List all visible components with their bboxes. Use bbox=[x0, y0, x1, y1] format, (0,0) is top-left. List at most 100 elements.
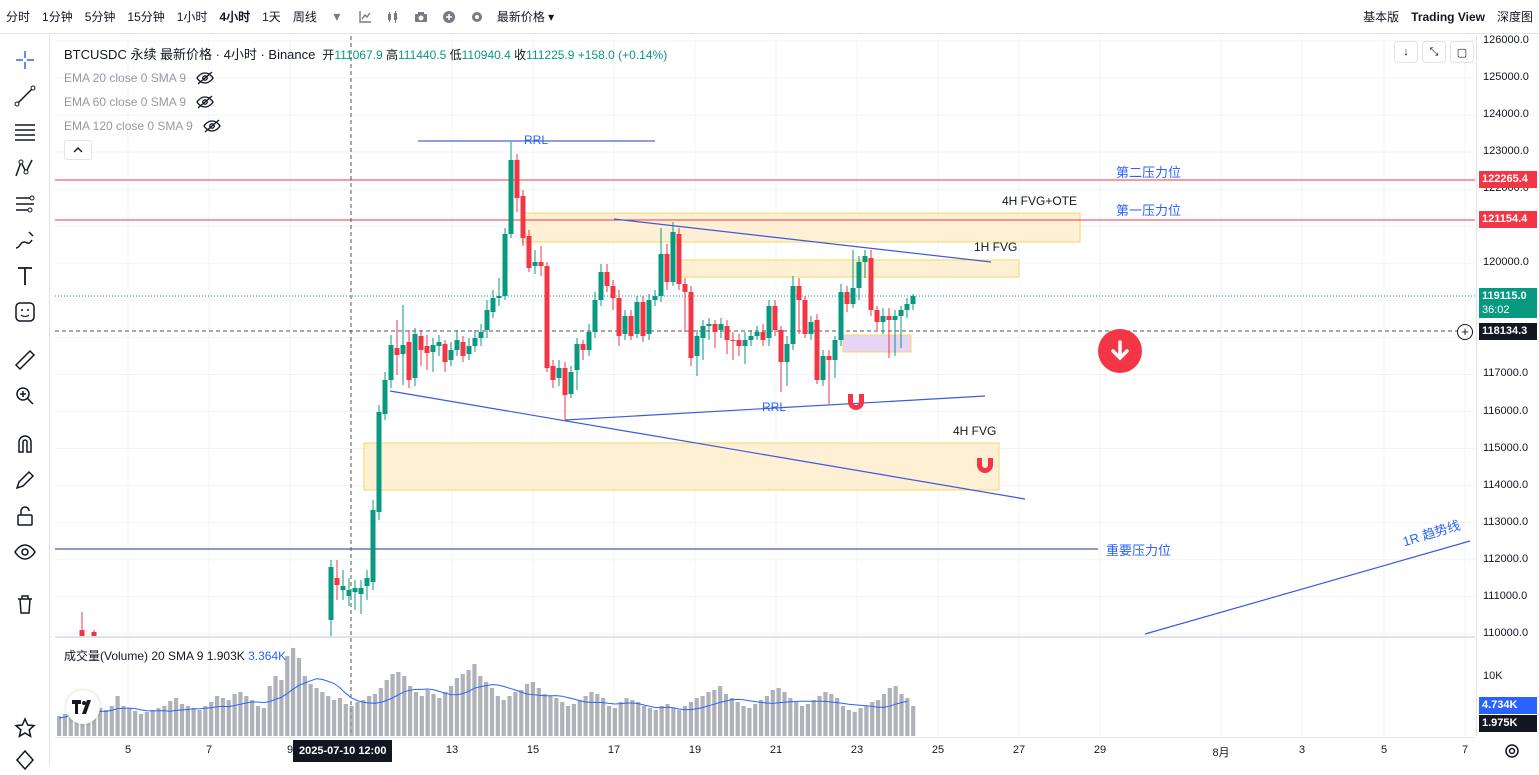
candle-body bbox=[334, 578, 340, 585]
fvg-1h-zone[interactable] bbox=[676, 259, 1020, 278]
fvg-4h-zone[interactable] bbox=[363, 442, 1000, 491]
candle-body bbox=[904, 304, 910, 310]
eye-off-icon[interactable] bbox=[196, 71, 214, 85]
crosshair-icon[interactable] bbox=[8, 45, 42, 75]
indicator-ema20[interactable]: EMA 20 close 0 SMA 9 bbox=[64, 71, 214, 85]
interval-5m[interactable]: 5分钟 bbox=[84, 9, 116, 24]
trendline-1r[interactable] bbox=[1144, 540, 1471, 635]
volume-bar bbox=[852, 712, 857, 736]
diamond-icon[interactable] bbox=[8, 745, 42, 775]
volume-legend-label[interactable]: 成交量(Volume) 20 SMA 9 bbox=[64, 649, 204, 663]
trash-icon[interactable] bbox=[8, 589, 42, 619]
magnet-icon[interactable] bbox=[848, 394, 864, 410]
price-axis[interactable]: 126000.0 125000.0 124000.0 123000.0 122000.0… bbox=[1476, 34, 1539, 736]
interval-4h[interactable]: 4小时 bbox=[219, 9, 251, 24]
fvg-ote-zone[interactable] bbox=[521, 212, 1081, 243]
pattern-icon[interactable] bbox=[8, 153, 42, 183]
collapse-legend-button[interactable] bbox=[64, 140, 92, 160]
brush-icon[interactable] bbox=[8, 225, 42, 255]
time-axis[interactable]: 5 7 9 13 15 17 19 21 23 25 27 29 8月 3 5 7 2025-07-10 12… bbox=[55, 737, 1519, 766]
candles-icon[interactable] bbox=[379, 0, 407, 34]
volume-bar bbox=[466, 670, 471, 736]
mode-depth[interactable]: 深度图 bbox=[1496, 10, 1533, 24]
interval-1w[interactable]: 周线 bbox=[292, 9, 317, 24]
candle-body bbox=[820, 356, 826, 380]
add-icon[interactable] bbox=[435, 0, 463, 34]
rrl-bottom-line[interactable] bbox=[564, 395, 986, 421]
volume-bar bbox=[513, 692, 518, 736]
price-axis-tick: 111000.0 bbox=[1483, 589, 1528, 602]
candle-body bbox=[472, 338, 478, 346]
candle-body bbox=[634, 302, 640, 334]
eye-off-icon[interactable] bbox=[202, 119, 221, 133]
price-type-select[interactable]: 最新价格 ▾ bbox=[496, 9, 555, 24]
ruler-icon[interactable] bbox=[8, 345, 42, 375]
candle-body bbox=[892, 316, 898, 320]
price-axis-tick: 126000.0 bbox=[1483, 34, 1529, 46]
candle-body bbox=[640, 302, 646, 336]
chevron-down-icon[interactable]: ▾ bbox=[333, 8, 341, 24]
indicators-icon[interactable] bbox=[351, 0, 379, 34]
indicator-ema120[interactable]: EMA 120 close 0 SMA 9 bbox=[64, 119, 221, 133]
price-chart[interactable] bbox=[55, 36, 1475, 736]
descending-trendline-top[interactable] bbox=[613, 218, 992, 263]
candle-body bbox=[538, 262, 544, 266]
volume-bar bbox=[57, 716, 62, 736]
volume-bar bbox=[150, 710, 155, 736]
candle-body bbox=[352, 588, 358, 592]
fullscreen-icon[interactable]: ▢ bbox=[1450, 41, 1474, 63]
trendline-icon[interactable] bbox=[8, 81, 42, 111]
volume-bar bbox=[460, 674, 465, 736]
magnet-icon[interactable] bbox=[977, 458, 993, 473]
indicator-ema60[interactable]: EMA 60 close 0 SMA 9 bbox=[64, 95, 214, 109]
eye-off-icon[interactable] bbox=[196, 95, 214, 109]
volume-label-sma: 4.734K bbox=[1479, 697, 1537, 714]
mode-tradingview[interactable]: Trading View bbox=[1411, 10, 1485, 24]
interval-1m[interactable]: 1分钟 bbox=[42, 9, 73, 24]
interval-15m[interactable]: 15分钟 bbox=[127, 9, 165, 24]
volume-bar bbox=[372, 694, 378, 736]
price-axis-tick: 117000.0 bbox=[1483, 367, 1529, 380]
tradingview-logo[interactable] bbox=[66, 690, 100, 724]
price-axis-tick: 114000.0 bbox=[1483, 478, 1529, 491]
symbol-title[interactable]: BTCUSDC 永续 最新价格 · 4小时 · Binance bbox=[64, 47, 316, 62]
zoom-icon[interactable] bbox=[8, 381, 42, 411]
price-type-label: 最新价格 bbox=[496, 9, 545, 24]
collapse-icon[interactable]: ⤡ bbox=[1422, 41, 1446, 63]
forecast-icon[interactable] bbox=[8, 189, 42, 219]
indicator-label: EMA 20 close 0 SMA 9 bbox=[64, 71, 187, 85]
gear-icon[interactable] bbox=[463, 0, 491, 34]
volume-bar bbox=[606, 706, 612, 736]
volume-bar bbox=[881, 694, 887, 736]
interval-tick[interactable]: 分时 bbox=[6, 9, 31, 24]
volume-bar bbox=[349, 706, 354, 736]
volume-bars bbox=[57, 648, 916, 736]
tv-logo-icon bbox=[72, 700, 91, 714]
candle-body bbox=[664, 254, 670, 282]
magnet-icon[interactable] bbox=[8, 429, 42, 459]
volume-bar bbox=[887, 688, 892, 736]
interval-1h[interactable]: 1小时 bbox=[176, 9, 208, 24]
time-axis-tick: 19 bbox=[688, 744, 702, 756]
arrow-down-icon[interactable]: ↓ bbox=[1394, 41, 1418, 63]
rrl-top-label: RRL bbox=[524, 133, 549, 147]
camera-icon[interactable] bbox=[407, 0, 435, 34]
settings-gear-icon[interactable] bbox=[1503, 742, 1521, 760]
star-icon[interactable] bbox=[8, 713, 42, 743]
candle-body bbox=[358, 588, 364, 594]
pencil-lock-icon[interactable] bbox=[8, 465, 42, 495]
mode-basic[interactable]: 基本版 bbox=[1363, 10, 1400, 24]
candle-body bbox=[772, 306, 778, 330]
crosshair-plus-icon[interactable]: + bbox=[1457, 324, 1473, 340]
fib-icon[interactable] bbox=[8, 117, 42, 147]
volume-bar bbox=[911, 706, 916, 736]
emoji-icon[interactable] bbox=[8, 297, 42, 327]
eye-icon[interactable] bbox=[8, 537, 42, 567]
volume-bar bbox=[840, 706, 846, 736]
sell-arrow-button[interactable] bbox=[1098, 329, 1142, 373]
descending-trendline-bottom[interactable] bbox=[389, 390, 1026, 500]
text-icon[interactable] bbox=[8, 261, 42, 291]
lock-icon[interactable] bbox=[8, 501, 42, 531]
purple-zone[interactable] bbox=[842, 334, 912, 353]
interval-1d[interactable]: 1天 bbox=[262, 9, 281, 24]
